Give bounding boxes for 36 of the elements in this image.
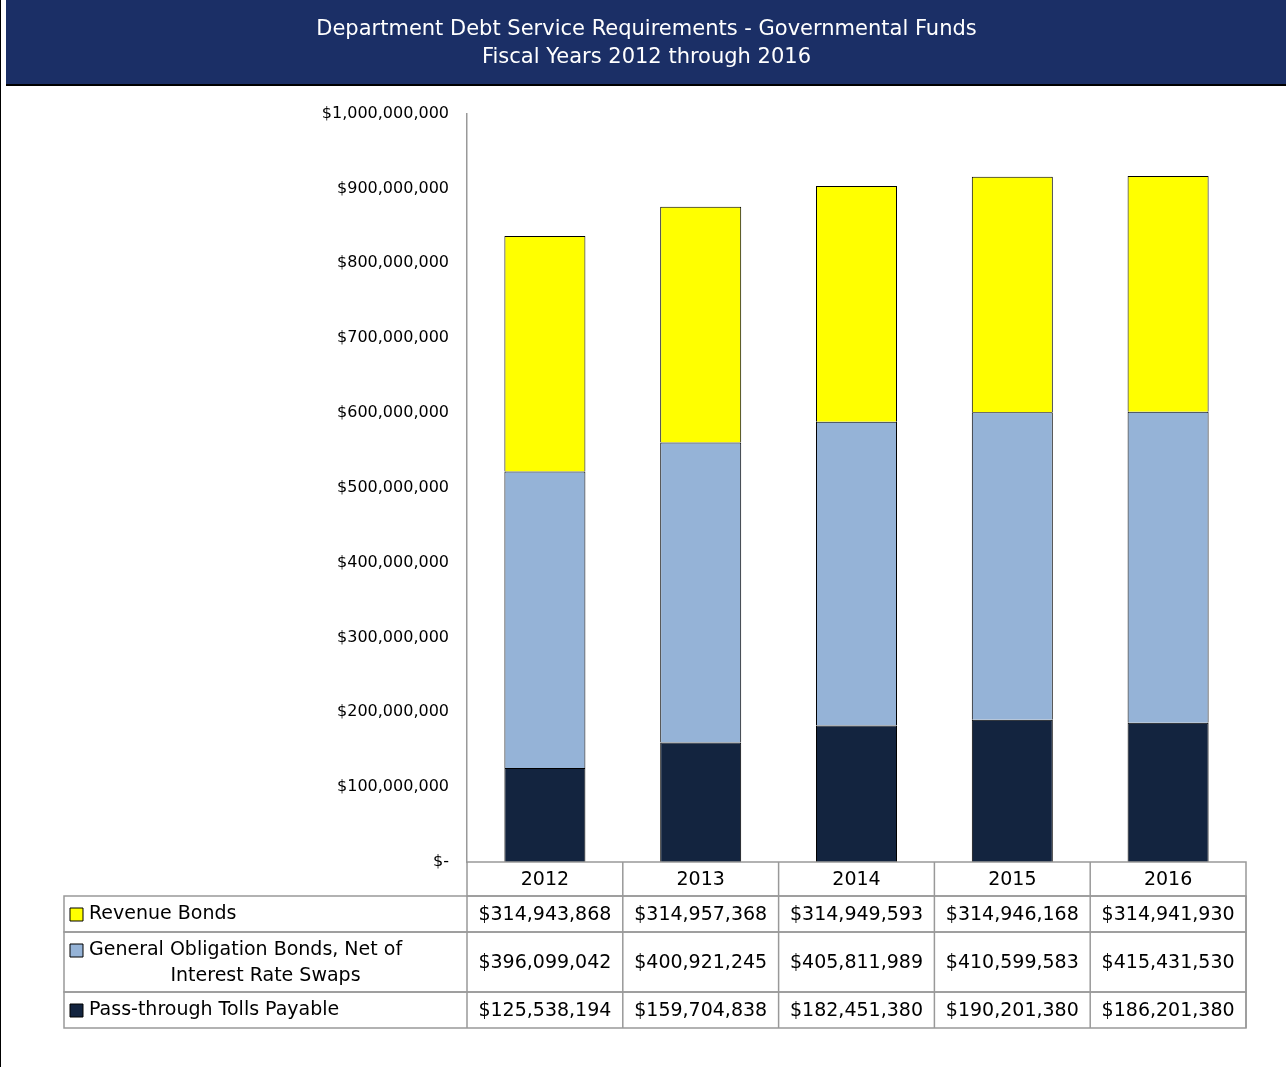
y-tick-label: $100,000,000	[337, 776, 449, 796]
data-label: $405,811,989	[790, 949, 923, 972]
legend-label: Revenue Bonds	[89, 900, 237, 923]
data-label: $396,099,042	[478, 949, 612, 972]
x-tick-label: 2012	[520, 866, 570, 889]
chart-title: Department Debt Service Requirements - Governmental Funds	[315, 15, 978, 42]
y-tick-label: $700,000,000	[337, 327, 449, 347]
legend-label: General Obligation Bonds, Net of Interest Rate Swaps	[89, 936, 404, 985]
data-label: $400,921,245	[634, 949, 768, 972]
x-tick-label: 2013	[676, 866, 725, 889]
x-tick-label: 2016	[1143, 866, 1193, 889]
y-tick-label: $500,000,000	[337, 476, 449, 496]
y-tick-label: $1,000,000,000	[321, 102, 449, 122]
y-tick-label: $400,000,000	[337, 551, 449, 571]
x-tick-label: 2014	[832, 866, 881, 889]
data-label: $415,431,530	[1101, 949, 1235, 972]
y-tick-label: $600,000,000	[337, 402, 449, 422]
data-label: $314,943,868	[478, 901, 612, 924]
data-label: $410,599,583	[945, 949, 1079, 972]
data-label: $314,946,168	[945, 901, 1079, 924]
y-tick-label: $200,000,000	[337, 701, 449, 721]
x-tick-label: 2015	[988, 866, 1037, 889]
data-label: $182,451,380	[790, 997, 923, 1020]
y-tick-label: $800,000,000	[337, 252, 449, 272]
data-label: $314,941,930	[1101, 901, 1235, 924]
data-label: $159,704,838	[634, 997, 768, 1020]
data-label: $190,201,380	[945, 997, 1079, 1020]
chart-subtitle: Fiscal Years 2012 through 2016	[480, 43, 813, 70]
data-label: $186,201,380	[1101, 997, 1235, 1020]
y-tick-label: $900,000,000	[337, 177, 449, 197]
data-label: $125,538,194	[478, 997, 612, 1020]
data-label: $314,957,368	[634, 901, 768, 924]
legend-label: Pass-through Tolls Payable	[89, 996, 340, 1019]
y-tick-label: $-	[433, 851, 449, 871]
data-label: $314,949,593	[790, 901, 923, 924]
y-tick-label: $300,000,000	[337, 626, 449, 646]
